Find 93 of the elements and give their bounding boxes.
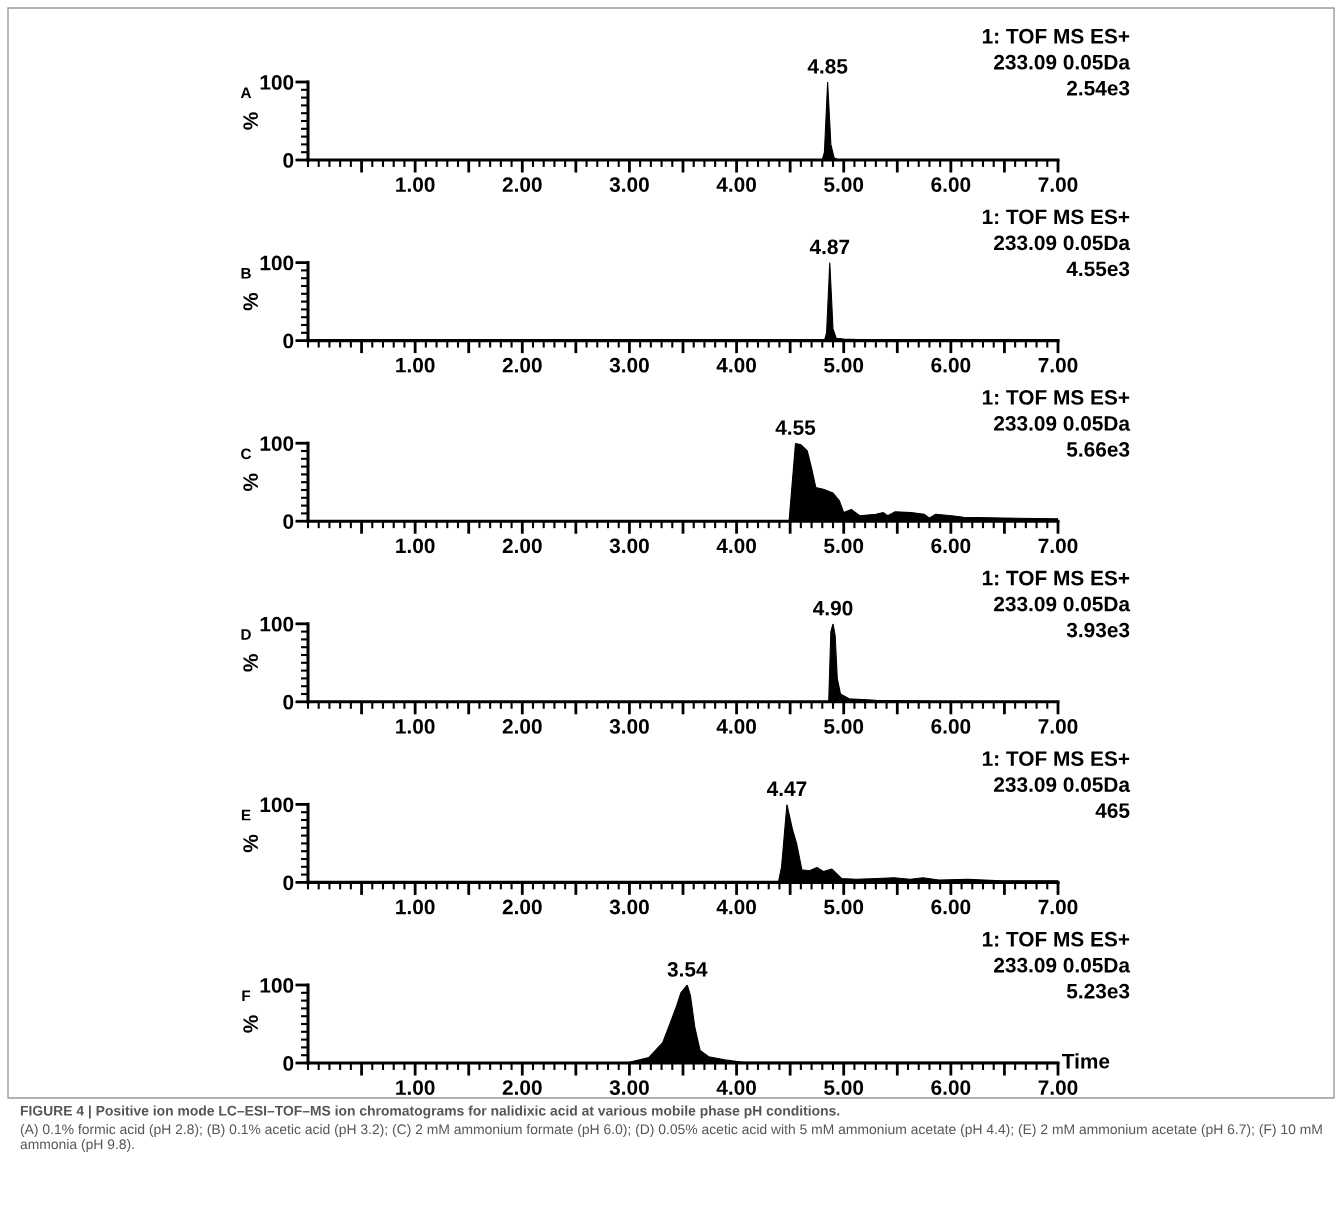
y-tick-label: 100 xyxy=(260,616,294,632)
text: 2.54e3 xyxy=(1067,80,1130,96)
text: 233.09 0.05Da xyxy=(994,416,1131,431)
x-tick-label: 4.00 xyxy=(716,177,756,192)
x-tick-label: 4.00 xyxy=(716,357,756,373)
annotation: 4.47 xyxy=(766,781,807,796)
x-tick-label: 1.00 xyxy=(396,177,435,192)
x-tick-label: 4.00 xyxy=(716,1080,756,1095)
text: 5.66e3 xyxy=(1066,442,1130,457)
x-tick-label: 3.00 xyxy=(609,1080,649,1095)
y-tick-label: 100 xyxy=(260,255,294,271)
y-tick-label: 100 xyxy=(260,797,294,813)
x-tick-label: 6.00 xyxy=(931,538,971,554)
x-tick-label: 7.00 xyxy=(1038,538,1078,554)
y-axis-title: % xyxy=(243,654,258,672)
y-axis-title: % xyxy=(243,292,258,311)
text: 1: TOF MS ES+ xyxy=(982,751,1130,766)
x-tick-label: 6.00 xyxy=(931,177,971,192)
annotation: 4.85 xyxy=(807,58,848,74)
text: 233.09 0.05Da xyxy=(994,235,1131,251)
x-tick-label: 2.00 xyxy=(502,1080,542,1095)
y-axis-title: % xyxy=(243,112,258,130)
x-tick-label: 3.00 xyxy=(609,538,649,554)
x-tick-label: 1.00 xyxy=(396,357,435,373)
x-tick-label: 6.00 xyxy=(931,1080,971,1095)
x-tick-label: 5.00 xyxy=(824,538,864,554)
y-axis-title: % xyxy=(243,473,258,491)
text: D xyxy=(241,629,251,640)
text: 465 xyxy=(1095,803,1130,818)
annotation: 4.90 xyxy=(813,600,853,616)
x-tick-label: 5.00 xyxy=(824,357,864,373)
y-tick-label: 100 xyxy=(260,436,294,451)
y-tick-label: 0 xyxy=(283,153,294,168)
x-tick-label: 7.00 xyxy=(1038,719,1078,734)
text: F xyxy=(242,990,251,1001)
x-tick-label: 5.00 xyxy=(824,719,864,734)
text: 233.09 0.05Da xyxy=(994,54,1131,70)
text: 1: TOF MS ES+ xyxy=(982,390,1130,405)
text: E xyxy=(241,809,251,821)
text: 5.23e3 xyxy=(1066,983,1130,999)
text: 4.55e3 xyxy=(1066,261,1130,277)
text: A xyxy=(240,87,252,98)
x-tick-label: 7.00 xyxy=(1038,177,1078,192)
y-tick-label: 0 xyxy=(283,875,294,891)
text: C xyxy=(241,448,252,460)
x-tick-label: 1.00 xyxy=(396,719,435,734)
text: 1: TOF MS ES+ xyxy=(982,931,1130,947)
x-tick-label: 7.00 xyxy=(1038,899,1078,915)
annotation: 4.55 xyxy=(775,420,816,435)
x-tick-label: 7.00 xyxy=(1038,357,1078,373)
y-tick-label: 0 xyxy=(283,514,294,529)
y-axis-title: % xyxy=(243,834,258,853)
y-tick-label: 0 xyxy=(283,1056,294,1071)
text: (A) 0.1% formic acid (pH 2.8); (B) 0.1% acetic acid (pH 3.2); (C) 2 mM ammonium formate (pH 6.0); (D) 0.05% acetic acid with 5 mM ammonium acetate (pH 4.4); (E) 2 mM ammonium acetate (pH 6.7); (F) 10 mM ammonia (pH 9.8). xyxy=(20,1124,1322,1152)
x-tick-label: 3.00 xyxy=(609,177,649,192)
text: 233.09 0.05Da xyxy=(994,777,1131,793)
x-tick-label: 1.00 xyxy=(396,1080,435,1095)
x-tick-label: 6.00 xyxy=(931,899,971,915)
x-tick-label: 5.00 xyxy=(824,899,864,915)
x-tick-label: 2.00 xyxy=(502,538,542,554)
x-tick-label: 2.00 xyxy=(502,357,542,373)
y-tick-label: 100 xyxy=(260,75,294,90)
y-axis-title: % xyxy=(243,1015,258,1033)
text: B xyxy=(241,268,251,279)
y-tick-label: 0 xyxy=(283,333,294,349)
x-tick-label: 4.00 xyxy=(716,899,756,915)
text: 233.09 0.05Da xyxy=(994,596,1131,612)
x-tick-label: 4.00 xyxy=(716,538,756,554)
x-tick-label: 3.00 xyxy=(609,357,649,373)
text: 3.93e3 xyxy=(1066,622,1130,638)
text: 233.09 0.05Da xyxy=(994,957,1131,973)
x-tick-label: 5.00 xyxy=(824,1080,864,1095)
y-tick-label: 100 xyxy=(260,978,294,993)
annotation: 4.87 xyxy=(809,239,850,255)
x-tick-label: 2.00 xyxy=(502,719,542,734)
x-tick-label: 1.00 xyxy=(396,538,435,554)
x-tick-label: 4.00 xyxy=(716,719,756,734)
x-tick-label: 3.00 xyxy=(609,719,649,734)
x-tick-label: 1.00 xyxy=(396,899,435,915)
x-tick-label: 5.00 xyxy=(824,177,864,192)
caption: FIGURE 4 | Positive ion mode LC–ESI–TOF–MS ion chromatograms for nalidixic acid at various mobile phase pH conditions. xyxy=(20,1105,840,1119)
x-tick-label: 2.00 xyxy=(502,899,542,915)
x-tick-label: 2.00 xyxy=(502,177,542,192)
text: 1: TOF MS ES+ xyxy=(982,28,1130,44)
x-tick-label: 7.00 xyxy=(1038,1080,1078,1095)
text: 1: TOF MS ES+ xyxy=(982,209,1130,225)
x-tick-label: 6.00 xyxy=(931,357,971,373)
x-axis-title: Time xyxy=(1061,1053,1110,1069)
x-tick-label: 3.00 xyxy=(609,899,649,915)
annotation: 3.54 xyxy=(667,961,708,977)
y-tick-label: 0 xyxy=(283,694,294,710)
x-tick-label: 6.00 xyxy=(931,719,971,734)
text: 1: TOF MS ES+ xyxy=(982,570,1130,586)
